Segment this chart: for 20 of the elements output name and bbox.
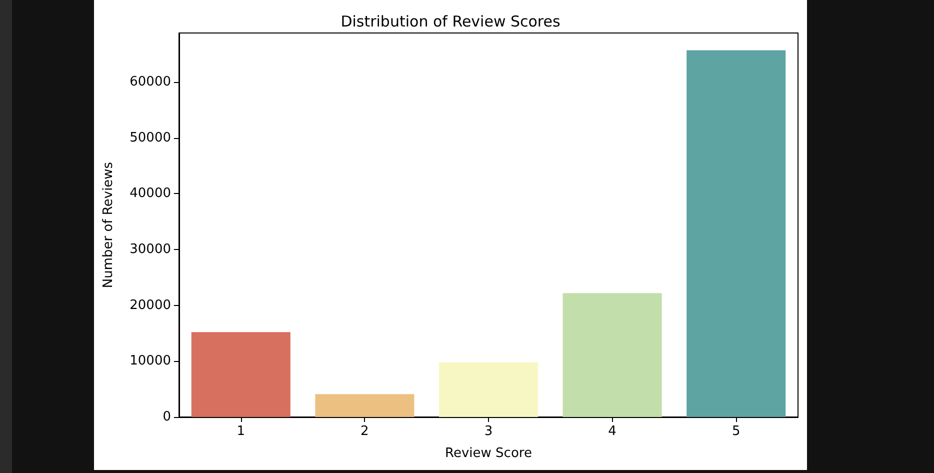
bar (686, 50, 786, 417)
y-tick-label: 0 (162, 410, 171, 424)
y-tick-label: 10000 (130, 354, 171, 369)
bar (191, 332, 290, 417)
bar (562, 293, 662, 417)
x-tick-label: 5 (732, 424, 740, 439)
y-tick-label: 60000 (130, 74, 171, 90)
chart-title: Distribution of Review Scores (340, 12, 560, 30)
x-tick-label: 2 (360, 424, 369, 439)
bar (315, 394, 414, 417)
y-tick-label: 50000 (130, 130, 171, 146)
bar (438, 362, 538, 417)
x-tick-label: 3 (484, 424, 493, 439)
x-tick-label: 1 (236, 424, 246, 439)
x-tick-label: 4 (608, 424, 616, 439)
x-axis-title: Review Score (445, 446, 532, 461)
y-tick-label: 20000 (130, 298, 171, 313)
y-tick-label: 30000 (130, 242, 171, 258)
y-tick-label: 40000 (130, 186, 171, 202)
y-axis-title: Number of Reviews (101, 162, 116, 288)
